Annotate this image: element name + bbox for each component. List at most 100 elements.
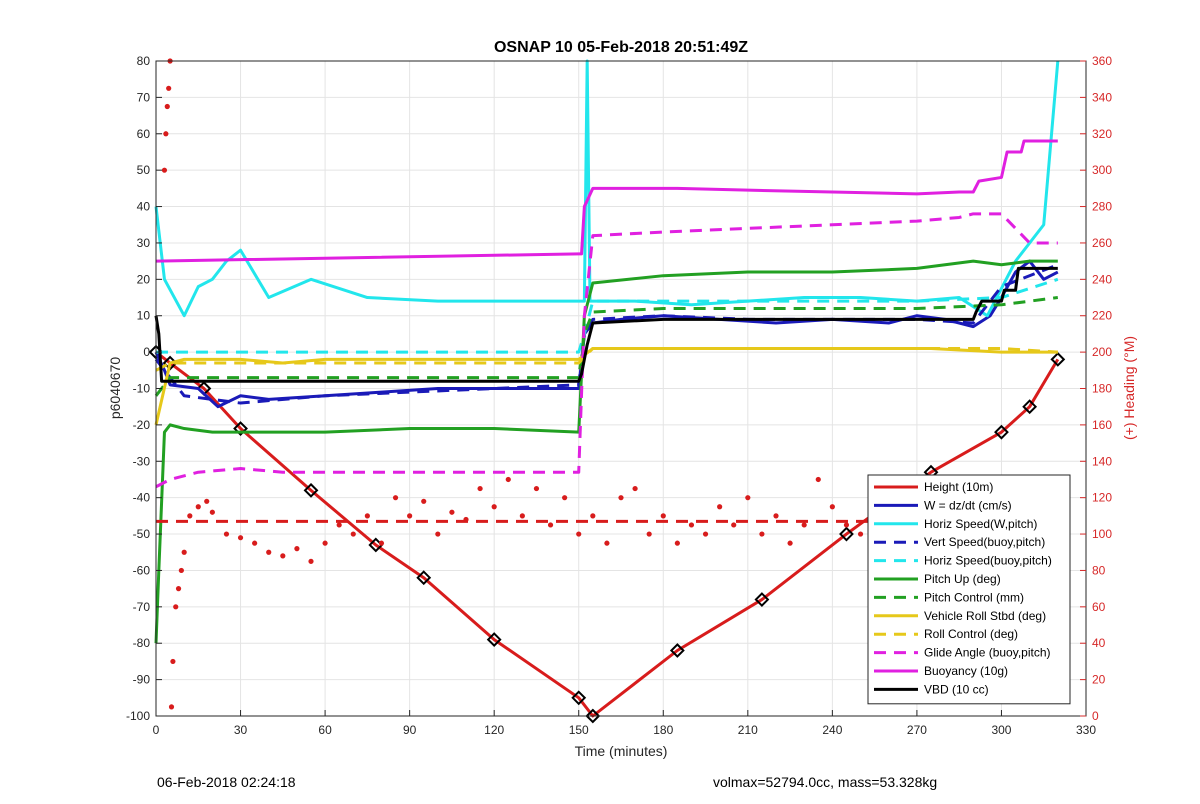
series-layer [148,59,1066,724]
x-tick-label: 0 [153,723,160,737]
y-tick-label-left: -70 [133,600,151,614]
heading-point [759,531,765,537]
heading-point [350,531,356,537]
y-tick-label-right: 160 [1092,418,1112,432]
y-tick-label-right: 0 [1092,709,1099,723]
x-tick-label: 150 [569,723,589,737]
y-tick-label-left: -80 [133,636,151,650]
heading-point [392,495,399,501]
heading-point [702,531,709,537]
heading-point [646,531,652,537]
heading-point [815,476,821,483]
y-tick-label-right: 340 [1092,90,1112,104]
y-tick-label-left: 10 [137,309,151,323]
legend-label-horiz-speed-buoy-pitch: Horiz Speed(buoy,pitch) [924,554,1052,568]
heading-point [204,498,210,504]
y-tick-label-left: -40 [133,491,151,505]
footer-timestamp: 06-Feb-2018 02:24:18 [157,774,296,790]
y-tick-label-left: 30 [137,236,151,250]
heading-point [163,131,169,137]
y-tick-label-left: -50 [133,527,151,541]
height-marker [303,482,319,498]
heading-point [660,513,666,519]
legend-label-vehicle-roll-stbd-deg: Vehicle Roll Stbd (deg) [924,609,1046,623]
legend: Height (10m) W = dz/dt (cm/s) Horiz Speed(… [867,474,1071,705]
y-tick-label-left: -30 [133,454,151,468]
y-tick-label-right: 260 [1092,236,1112,250]
heading-point [604,540,610,546]
height-marker [994,424,1009,440]
height-marker [839,526,854,542]
y-tick-label-left: -90 [133,673,151,687]
heading-point [674,540,680,546]
y-tick-label-right: 60 [1092,600,1106,614]
height-marker [585,708,601,724]
x-tick-label: 120 [484,723,504,737]
heading-point [801,522,807,528]
y-tick-label-right: 300 [1092,163,1112,177]
heading-point [336,522,342,528]
y-tick-label-right: 240 [1092,272,1112,286]
height-marker [233,421,248,436]
x-tick-label: 210 [738,723,758,737]
heading-point [173,604,179,610]
heading-point [170,658,176,665]
heading-point [576,531,582,537]
y-tick-label-left: 70 [137,90,151,104]
x-tick-label: 180 [653,723,673,737]
series-line-horiz-speed-buoy-pitch [156,277,1059,354]
legend-label-buoyancy-10g: Buoyancy (10g) [924,664,1008,678]
heading-point [731,522,737,528]
y-tick-label-right: 120 [1092,491,1112,505]
heading-point [773,513,779,519]
y-tick-label-left: -10 [133,382,151,396]
y-tick-label-right: 180 [1092,382,1112,396]
x-tick-label: 60 [318,723,332,737]
y-tick-label-left: 0 [143,345,150,359]
legend-label-pitch-up-deg: Pitch Up (deg) [924,572,1001,586]
y-axis-label-left: p6040670 [107,357,123,420]
heading-point [166,85,172,91]
legend-label-vbd-10-cc: VBD (10 cc) [924,682,989,696]
heading-point [477,485,483,492]
series-line-pitch-control-mm [154,296,1059,397]
heading-point [187,513,193,519]
height-marker [1022,399,1038,415]
axes-text: 0 30 60 90 120 150 180 210 240 270 300 330-100-90-8… [126,54,1112,737]
legend-label-glide-angle-buoy-pitch: Glide Angle (buoy,pitch) [924,646,1051,660]
heading-point [688,522,695,528]
heading-point [505,476,511,483]
series-line-roll-control-deg [155,346,1058,372]
chart-title: OSNAP 10 05-Feb-2018 20:51:49Z [494,39,748,56]
heading-point [168,704,175,710]
y-tick-label-left: 80 [137,54,151,68]
heading-point [252,540,258,546]
y-tick-label-right: 360 [1092,54,1112,68]
heading-point [843,522,850,528]
x-tick-label: 90 [403,723,417,737]
heading-point [547,522,554,528]
heading-point [322,540,328,546]
legend-label-height-10m: Height (10m) [924,480,993,494]
height-marker [416,570,432,586]
heading-point [223,531,230,537]
heading-point [378,540,385,546]
heading-point [435,531,441,537]
legend-label-horiz-speed-w-pitch: Horiz Speed(W,pitch) [924,517,1037,531]
y-tick-label-left: 60 [137,127,151,141]
height-marker [571,690,587,706]
series-line-glide-angle-buoy-pitch [155,212,1058,489]
y-tick-label-right: 80 [1092,563,1106,577]
y-tick-label-right: 40 [1092,636,1106,650]
y-tick-label-left: -20 [133,418,151,432]
heading-point [590,513,596,519]
height-marker [486,632,502,647]
y-tick-label-right: 320 [1092,127,1112,141]
x-tick-label: 270 [907,723,927,737]
heading-point [237,535,244,541]
heading-point [717,504,723,510]
heading-point [449,509,455,515]
heading-point [181,549,187,555]
x-tick-label: 30 [234,723,248,737]
